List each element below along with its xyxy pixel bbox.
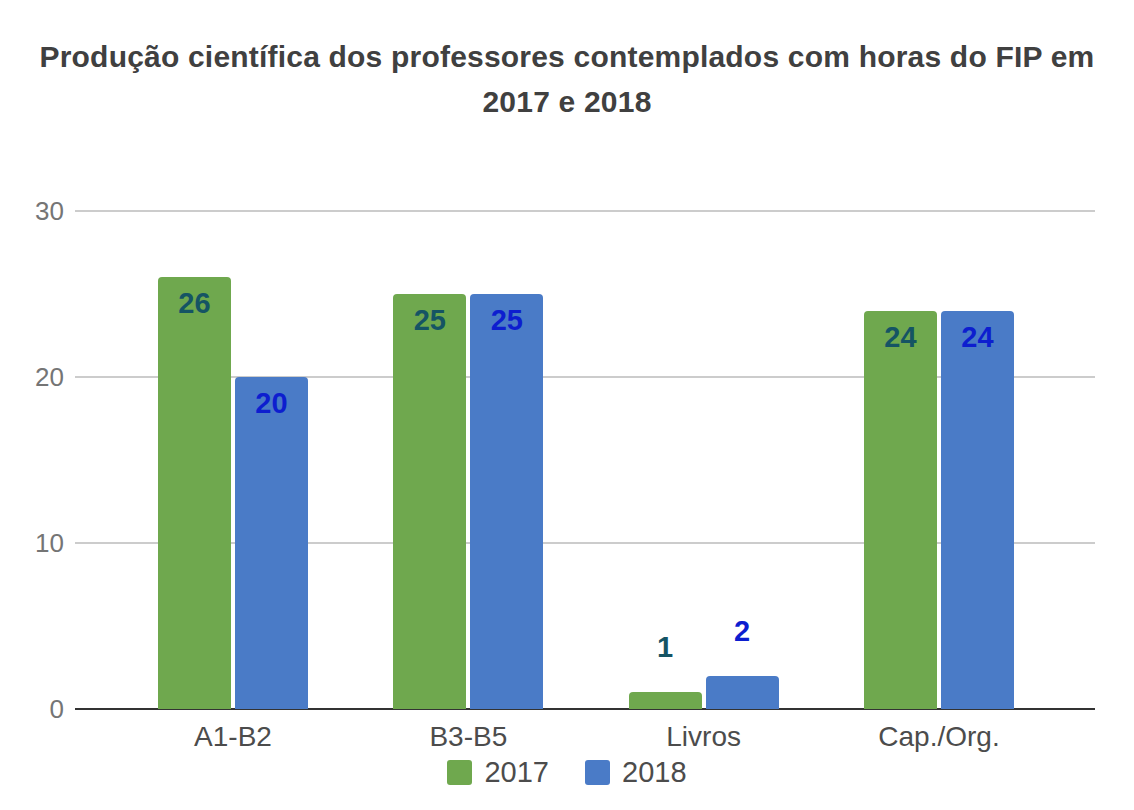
x-axis-label-Cap./Org.: Cap./Org. (829, 722, 1049, 752)
bar-value-2018-Cap./Org.: 24 (941, 323, 1014, 352)
x-axis-label-Livros: Livros (594, 722, 814, 752)
legend-label-2017: 2017 (484, 758, 549, 787)
bar-2017-Cap./Org. (864, 311, 937, 709)
bar-value-2018-B3-B5: 25 (470, 306, 543, 335)
bar-chart: Produção científica dos professores cont… (0, 0, 1134, 810)
y-axis-label-0: 0 (0, 694, 64, 724)
bar-2018-A1-B2 (235, 377, 308, 709)
bar-value-2017-Livros: 1 (629, 633, 702, 662)
legend-item-2017: 2017 (447, 758, 549, 787)
bar-value-2018-Livros: 2 (706, 617, 779, 646)
bar-2017-A1-B2 (158, 277, 231, 709)
bar-2017-Livros (629, 692, 702, 709)
y-axis-label-20: 20 (0, 362, 64, 392)
bar-value-2017-B3-B5: 25 (393, 306, 466, 335)
legend-label-2018: 2018 (622, 758, 687, 787)
chart-title: Produção científica dos professores cont… (0, 34, 1134, 124)
y-axis-label-30: 30 (0, 196, 64, 226)
y-axis-label-10: 10 (0, 528, 64, 558)
bar-value-2017-A1-B2: 26 (158, 289, 231, 318)
bar-value-2017-Cap./Org.: 24 (864, 323, 937, 352)
chart-title-line-2: 2017 e 2018 (0, 79, 1134, 124)
chart-title-line-1: Produção científica dos professores cont… (0, 34, 1134, 79)
gridline-30 (75, 210, 1095, 212)
bar-2017-B3-B5 (393, 294, 466, 709)
x-axis-label-A1-B2: A1-B2 (123, 722, 343, 752)
bar-value-2018-A1-B2: 20 (235, 389, 308, 418)
bar-2018-B3-B5 (470, 294, 543, 709)
bar-2018-Cap./Org. (941, 311, 1014, 709)
bar-2018-Livros (706, 676, 779, 709)
legend-swatch-2018 (585, 760, 610, 785)
x-axis-label-B3-B5: B3-B5 (358, 722, 578, 752)
legend-swatch-2017 (447, 760, 472, 785)
legend-item-2018: 2018 (585, 758, 687, 787)
legend: 2017 2018 (0, 758, 1134, 787)
